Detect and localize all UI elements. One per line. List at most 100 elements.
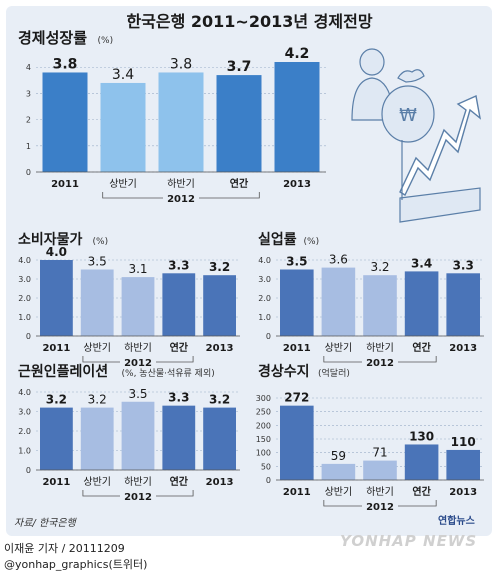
data-label: 3.6 xyxy=(329,253,348,267)
unemployment-chart: 실업률 (%) 0 1.0 2.0 3.0 4.0 3.5 3.6 3.2 3.4 3.3 2011 상반… xyxy=(258,231,484,369)
data-label: 3.4 xyxy=(411,256,432,270)
current_account-chart: 경상수지 (억달러) 0 50 100 150 200 250 300 272 59 71 130 110… xyxy=(256,363,484,513)
bar xyxy=(363,460,397,480)
bar xyxy=(446,449,480,480)
data-label: 71 xyxy=(372,446,387,460)
data-label: 3.5 xyxy=(88,255,107,269)
y-tick-label: 0 xyxy=(266,332,271,341)
x-tick-label: 하반기 xyxy=(124,341,152,354)
data-label: 3.3 xyxy=(453,258,474,272)
bar xyxy=(321,463,356,480)
data-label: 3.2 xyxy=(209,260,230,274)
data-label: 3.8 xyxy=(170,56,192,72)
chart-unit: (%, 농산물·석유류 제외) xyxy=(122,367,215,379)
x-tick-label: 2013 xyxy=(206,343,234,354)
growth-chart: 경제성장률 (%) 0 1 2 3 4 3.8 3.4 3.8 3.7 4.2 2011 상반기 하반기 연간… xyxy=(18,29,326,205)
bar xyxy=(40,407,73,470)
data-label: 4.0 xyxy=(46,245,67,259)
bar xyxy=(162,273,196,336)
group-label: 2012 xyxy=(167,194,195,205)
bar xyxy=(274,62,320,172)
bar xyxy=(203,407,236,470)
y-tick-label: 1.0 xyxy=(258,313,271,322)
x-tick-label: 2013 xyxy=(449,343,477,354)
x-tick-label: 2011 xyxy=(42,343,70,354)
y-tick-label: 2.0 xyxy=(258,294,271,303)
data-label: 3.8 xyxy=(53,56,78,72)
y-tick-label: 3 xyxy=(26,89,31,98)
chart-title: 경상수지 xyxy=(258,363,310,380)
group-bracket xyxy=(82,356,194,363)
y-tick-label: 1 xyxy=(26,142,31,151)
source-label: 자료/ 한국은행 xyxy=(14,518,76,529)
data-label: 3.2 xyxy=(209,393,230,407)
data-label: 3.1 xyxy=(128,262,147,276)
group-bracket xyxy=(82,490,194,497)
chart-unit: (%) xyxy=(93,237,109,247)
y-tick-label: 3.0 xyxy=(258,275,271,284)
money-bag-growth-illustration-icon: ₩ xyxy=(351,48,482,223)
chart-unit: (%) xyxy=(98,36,114,46)
data-label: 3.3 xyxy=(168,391,189,405)
bar xyxy=(216,75,262,172)
bar xyxy=(100,82,146,172)
y-tick-label: 0 xyxy=(26,466,31,475)
x-tick-label: 연간 xyxy=(412,341,431,354)
group-label: 2012 xyxy=(366,358,394,369)
y-tick-label: 1.0 xyxy=(18,447,31,456)
y-tick-label: 3.0 xyxy=(18,275,31,284)
chart-title: 실업률 xyxy=(258,231,297,248)
data-label: 3.3 xyxy=(168,258,189,272)
y-tick-label: 50 xyxy=(261,462,271,471)
y-tick-label: 100 xyxy=(256,449,271,458)
x-tick-label: 2013 xyxy=(283,179,311,190)
y-tick-label: 4.0 xyxy=(18,256,31,265)
core-chart: 근원인플레이션 (%, 농산물·석유류 제외) 0 1.0 2.0 3.0 4.0 3.2 3.… xyxy=(18,363,240,503)
bar xyxy=(121,401,155,470)
bar xyxy=(42,72,88,172)
y-tick-label: 2.0 xyxy=(18,294,31,303)
x-tick-label: 상반기 xyxy=(83,476,111,488)
x-tick-label: 연간 xyxy=(170,341,189,354)
y-tick-label: 250 xyxy=(256,408,271,417)
y-tick-label: 0 xyxy=(266,476,271,485)
data-label: 272 xyxy=(284,391,309,405)
bar xyxy=(321,267,356,336)
y-tick-label: 4.0 xyxy=(18,388,31,397)
bar xyxy=(121,277,155,336)
data-label: 3.4 xyxy=(112,67,134,83)
data-label: 110 xyxy=(451,435,476,449)
y-tick-label: 2 xyxy=(26,116,31,125)
data-label: 3.7 xyxy=(227,59,252,75)
x-tick-label: 2011 xyxy=(283,487,311,498)
svg-text:₩: ₩ xyxy=(399,105,417,126)
bar xyxy=(446,273,480,336)
group-label: 2012 xyxy=(124,358,152,369)
x-tick-label: 하반기 xyxy=(124,475,152,488)
x-tick-label: 연간 xyxy=(230,177,249,190)
x-tick-label: 2011 xyxy=(283,343,311,354)
chart-title: 근원인플레이션 xyxy=(18,363,108,380)
y-tick-label: 4 xyxy=(26,63,31,72)
bar xyxy=(280,269,314,336)
y-tick-label: 0 xyxy=(26,332,31,341)
y-tick-label: 150 xyxy=(256,435,271,444)
y-tick-label: 3.0 xyxy=(18,408,31,417)
bar xyxy=(162,405,196,470)
x-tick-label: 연간 xyxy=(412,485,431,498)
y-tick-label: 4.0 xyxy=(258,256,271,265)
y-tick-label: 1.0 xyxy=(18,313,31,322)
chart-title: 경제성장률 xyxy=(18,29,87,47)
y-tick-label: 0 xyxy=(26,168,31,177)
x-tick-label: 2011 xyxy=(42,477,70,488)
x-tick-label: 2011 xyxy=(51,179,79,190)
x-tick-label: 상반기 xyxy=(83,342,111,354)
page-title: 한국은행 2011~2013년 경제전망 xyxy=(126,12,373,31)
x-tick-label: 상반기 xyxy=(109,178,137,190)
y-tick-label: 200 xyxy=(256,421,271,430)
data-label: 3.2 xyxy=(46,393,67,407)
data-label: 3.2 xyxy=(88,393,107,407)
bar xyxy=(40,260,73,336)
bar xyxy=(80,407,114,470)
